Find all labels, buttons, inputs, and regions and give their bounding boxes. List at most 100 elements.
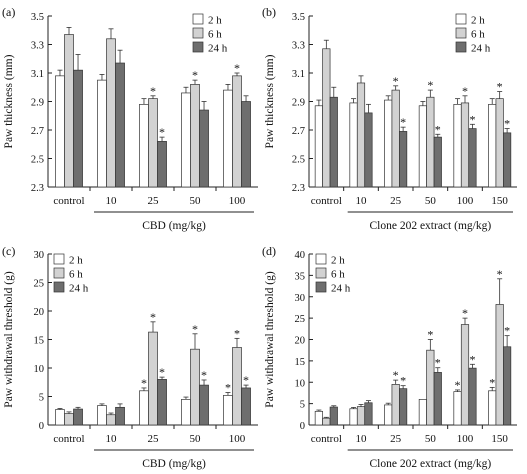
significance-marker: * <box>497 80 503 94</box>
bar-24h-100 <box>468 128 477 188</box>
x-tick-label: 100 <box>229 433 246 445</box>
x-tick-label: 100 <box>457 195 474 207</box>
significance-marker: * <box>393 74 399 88</box>
legend-label: 24 h <box>331 283 351 295</box>
x-axis-label: Clone 202 extract (mg/kg) <box>369 458 491 470</box>
bar-2h-100 <box>223 395 233 426</box>
bar-6h-50 <box>426 96 435 188</box>
bar-6h-10 <box>356 82 366 188</box>
x-tick-label: 50 <box>425 433 437 445</box>
x-axis-label: Clone 202 extract (mg/kg) <box>369 220 491 232</box>
significance-marker: * <box>435 356 441 370</box>
x-tick-label: 50 <box>190 195 202 207</box>
bar-24h-50 <box>199 109 209 188</box>
y-axis-label: Paw thickness (mm) <box>264 54 276 148</box>
bar-6h-control <box>322 417 331 426</box>
bar-2h-50 <box>181 92 191 188</box>
bar-6h-50 <box>190 84 200 188</box>
legend-swatch <box>315 253 327 265</box>
significance-marker: * <box>234 326 240 340</box>
bar-24h-25 <box>157 141 167 188</box>
y-tick-label: 2.9 <box>292 98 305 109</box>
legend: 2 h 6 h 24 h <box>53 253 89 295</box>
bar-2h-100 <box>223 89 233 188</box>
bar-6h-control <box>322 48 331 188</box>
panel-label: (d) <box>262 244 276 258</box>
legend-label: 24 h <box>471 43 491 55</box>
legend-swatch <box>53 267 65 279</box>
bar-6h-25 <box>391 89 400 188</box>
bar-6h-150 <box>495 98 504 188</box>
bar-24h-control <box>329 406 338 426</box>
x-tick-label: control <box>53 433 84 445</box>
x-axis-label: CBD (mg/kg) <box>142 220 206 232</box>
y-tick-label: 0 <box>39 421 44 432</box>
y-tick-label: 3.3 <box>292 41 305 52</box>
significance-marker: * <box>469 352 475 366</box>
bar-2h-10 <box>97 405 107 426</box>
bar-2h-25 <box>139 390 149 426</box>
bar-6h-control <box>64 34 74 188</box>
significance-marker: * <box>159 125 165 139</box>
bar-6h-100 <box>460 102 470 188</box>
y-tick-label: 2.5 <box>31 155 44 166</box>
legend-label: 2 h <box>331 255 345 267</box>
bar-24h-100 <box>468 367 477 426</box>
bar-6h-100 <box>232 75 242 188</box>
legend-swatch <box>53 253 65 265</box>
y-tick-label: 3.3 <box>31 41 44 52</box>
bar-2h-10 <box>97 79 107 188</box>
bar-2h-25 <box>139 103 149 188</box>
bar-6h-10 <box>106 38 116 188</box>
y-tick-label: 25 <box>34 279 45 290</box>
bar-6h-10 <box>356 406 366 426</box>
y-tick-label: 40 <box>295 250 306 261</box>
bar-2h-control <box>55 75 65 188</box>
panel-label: (b) <box>262 5 276 19</box>
bar-2h-10 <box>349 102 358 188</box>
x-tick-label: 50 <box>190 433 202 445</box>
y-tick-label: 5 <box>39 393 44 404</box>
legend-label: 6 h <box>471 29 485 41</box>
bar-6h-150 <box>495 304 504 426</box>
bar-6h-25 <box>391 384 400 426</box>
significance-marker: * <box>393 368 399 382</box>
bar-24h-50 <box>199 384 209 426</box>
significance-marker: * <box>504 324 510 338</box>
significance-marker: * <box>489 375 495 389</box>
y-axis-label: Paw thickness (mm) <box>3 54 15 148</box>
bar-2h-150 <box>488 390 497 426</box>
y-tick-label: 2.3 <box>31 183 44 194</box>
bar-6h-100 <box>232 347 242 426</box>
legend-label: 6 h <box>208 29 222 41</box>
x-tick-label: 25 <box>148 433 160 445</box>
y-tick-label: 15 <box>34 336 45 347</box>
bar-2h-25 <box>384 99 393 188</box>
y-tick-label: 5 <box>300 400 305 411</box>
x-tick-label: 10 <box>106 195 118 207</box>
significance-marker: * <box>159 365 165 379</box>
y-tick-label: 3.1 <box>31 69 44 80</box>
bar-2h-100 <box>453 103 462 188</box>
legend-swatch <box>455 27 467 39</box>
legend-label: 24 h <box>208 43 228 55</box>
bar-24h-100 <box>241 387 251 426</box>
significance-marker: * <box>427 78 433 92</box>
bar-24h-50 <box>433 372 442 426</box>
bar-24h-150 <box>503 132 512 188</box>
legend: 2 h 6 h 24 h <box>315 253 351 295</box>
legend-swatch <box>192 13 204 25</box>
legend-label: 6 h <box>69 269 83 281</box>
significance-marker: * <box>243 373 249 387</box>
x-tick-label: 25 <box>390 195 402 207</box>
bar-2h-control <box>314 105 323 188</box>
y-tick-label: 3.5 <box>292 12 305 23</box>
legend-swatch <box>315 267 327 279</box>
chart-panel-2: (b) 2.3 2.5 2.7 2.9 3.1 3.3 3.5 Paw thickness (m… <box>262 5 517 232</box>
x-tick-label: 25 <box>148 195 160 207</box>
chart-panel-4: (d) 0 5 10 15 20 25 30 35 40 Paw withdrawal thresh… <box>262 244 517 470</box>
chart-panel-3: (c) 0 5 10 15 20 25 30 Paw withdrawal threshold … <box>2 244 258 470</box>
bar-6h-100 <box>460 324 470 426</box>
y-tick-label: 20 <box>34 307 45 318</box>
significance-marker: * <box>234 61 240 75</box>
